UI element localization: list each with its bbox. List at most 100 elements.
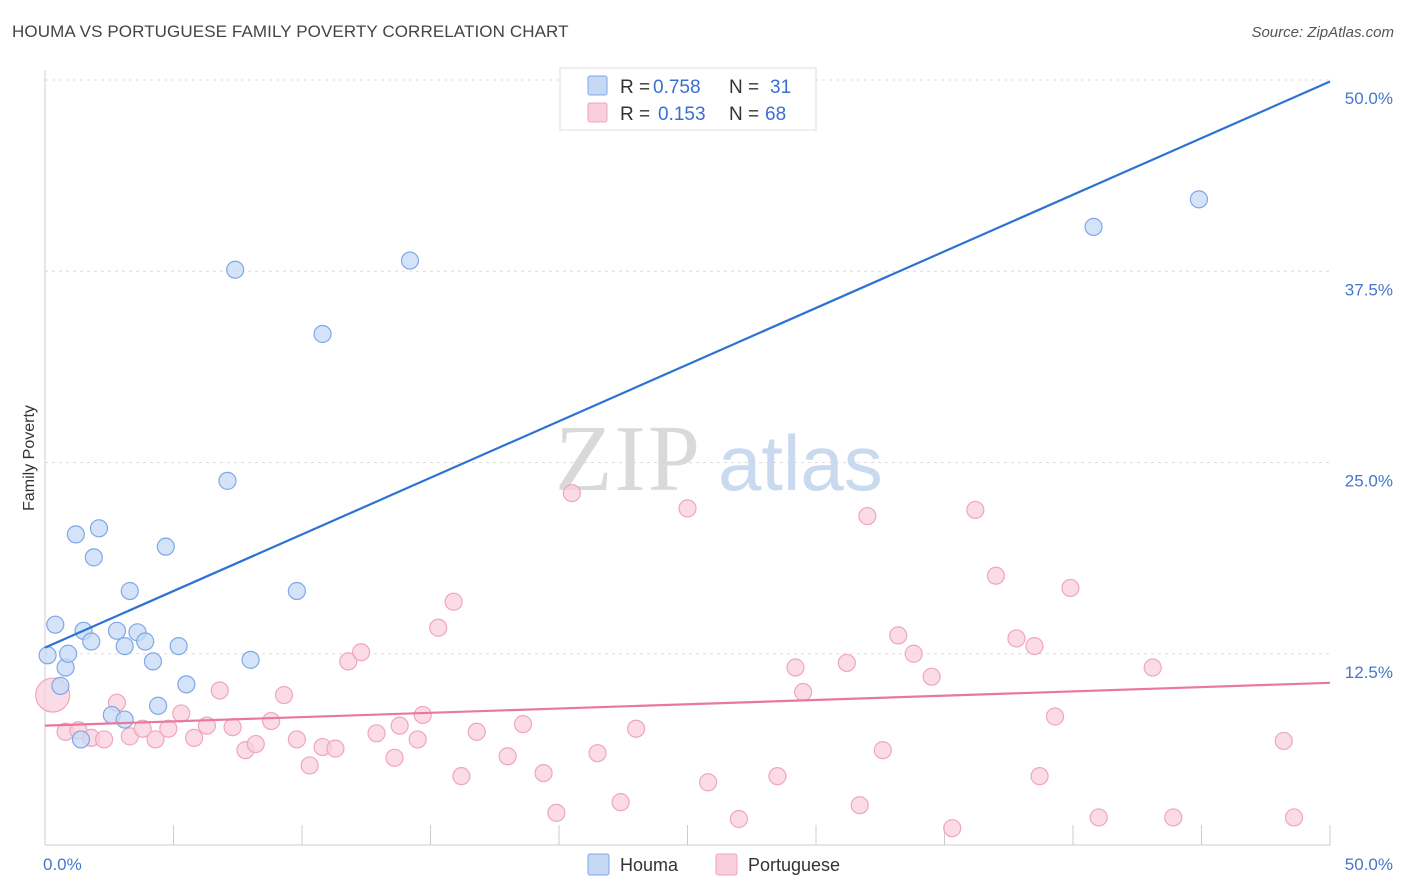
point-houma — [51, 676, 70, 695]
point-portuguese — [390, 716, 409, 735]
point-houma — [89, 519, 109, 538]
series-houma — [38, 190, 1209, 749]
point-portuguese — [1007, 629, 1026, 648]
point-portuguese — [262, 711, 281, 731]
point-portuguese — [210, 681, 229, 700]
chart-title: HOUMA VS PORTUGUESE FAMILY POVERTY CORRE… — [12, 22, 569, 41]
trend-line-portuguese — [44, 681, 1331, 727]
point-houma — [177, 675, 196, 694]
point-portuguese — [159, 719, 178, 738]
point-portuguese — [922, 667, 941, 686]
point-houma — [148, 696, 168, 715]
point-portuguese — [1045, 707, 1065, 726]
point-houma — [313, 324, 332, 344]
point-portuguese — [385, 748, 404, 767]
point-houma — [136, 632, 155, 651]
point-portuguese — [223, 718, 242, 737]
point-houma — [120, 581, 139, 601]
point-houma — [1084, 217, 1103, 236]
bottom-legend-swatch-portuguese — [715, 853, 738, 876]
point-portuguese — [966, 500, 985, 520]
point-portuguese — [858, 506, 877, 526]
point-houma — [66, 525, 85, 544]
point-houma — [115, 636, 134, 656]
point-portuguese — [786, 658, 805, 677]
legend-n-value-portuguese: 68 — [765, 104, 786, 125]
x-tick-label-max: 50.0% — [1345, 855, 1393, 874]
point-houma — [115, 710, 134, 729]
point-portuguese — [943, 819, 962, 838]
point-portuguese — [429, 618, 448, 637]
legend-swatch-houma — [587, 75, 608, 96]
point-houma — [143, 652, 163, 671]
legend-r-label-portuguese: R = — [620, 104, 650, 125]
point-portuguese — [1025, 636, 1044, 656]
point-portuguese — [678, 499, 697, 518]
point-portuguese — [794, 682, 813, 702]
point-portuguese — [729, 809, 749, 829]
point-houma — [46, 615, 65, 634]
legend-r-value-houma: 0.758 — [653, 77, 701, 98]
source-label: Source: ZipAtlas.com — [1251, 24, 1394, 41]
point-portuguese — [326, 739, 345, 758]
point-portuguese — [534, 763, 553, 783]
point-portuguese — [889, 626, 908, 645]
y-axis-title: Family Poverty — [21, 405, 38, 511]
point-houma — [156, 537, 175, 556]
x-tick-label-min: 0.0% — [43, 855, 82, 874]
point-houma — [218, 471, 237, 490]
y-tick-label: 12.5% — [1345, 663, 1393, 682]
point-houma — [107, 621, 127, 640]
point-houma — [1189, 190, 1209, 209]
point-portuguese — [172, 704, 191, 723]
point-portuguese — [498, 747, 517, 766]
point-portuguese — [1143, 658, 1162, 677]
legend-swatch-portuguese — [587, 102, 608, 123]
series-portuguese — [35, 484, 1304, 838]
x-ticks — [44, 825, 1331, 845]
point-houma — [287, 581, 306, 601]
bottom-legend-label-houma: Houma — [620, 855, 679, 875]
point-portuguese — [698, 773, 718, 792]
y-tick-label: 37.5% — [1345, 280, 1393, 299]
point-portuguese — [352, 643, 371, 662]
point-portuguese — [408, 730, 427, 749]
legend-n-value-houma: 31 — [770, 77, 791, 98]
point-portuguese — [367, 724, 386, 743]
point-houma — [59, 644, 78, 663]
legend-n-label-houma: N = — [729, 77, 759, 98]
point-portuguese — [339, 652, 358, 671]
legend-r-value-portuguese: 0.153 — [658, 104, 706, 125]
point-portuguese — [850, 796, 869, 815]
point-portuguese — [562, 484, 581, 503]
point-portuguese — [588, 744, 607, 763]
point-portuguese — [1284, 808, 1304, 827]
point-houma — [169, 636, 188, 656]
point-houma — [241, 650, 260, 669]
point-portuguese — [287, 730, 306, 749]
point-portuguese — [986, 566, 1006, 585]
watermark-atlas: atlas — [718, 419, 883, 507]
point-portuguese — [413, 705, 432, 725]
point-portuguese — [768, 767, 787, 786]
watermark: ZIP atlas — [555, 407, 883, 511]
point-portuguese — [513, 715, 533, 734]
point-houma — [82, 632, 101, 651]
point-portuguese — [184, 728, 204, 748]
point-houma — [400, 251, 420, 270]
point-portuguese — [246, 734, 265, 754]
point-portuguese — [467, 722, 486, 741]
y-tick-label: 50.0% — [1345, 89, 1393, 108]
point-portuguese — [904, 644, 923, 663]
trend-lines — [44, 80, 1331, 727]
point-portuguese — [133, 719, 152, 738]
trend-line-houma — [44, 80, 1331, 649]
bottom-legend-swatch-houma — [587, 853, 610, 876]
legend-r-label-houma: R = — [620, 77, 650, 98]
point-portuguese — [626, 719, 646, 738]
point-portuguese — [611, 793, 630, 812]
bottom-legend: Houma Portuguese — [587, 853, 840, 876]
legend: R = 0.758 N = 31 R = 0.153 N = 68 — [559, 67, 817, 131]
point-portuguese — [444, 592, 463, 611]
point-portuguese — [1164, 808, 1183, 827]
